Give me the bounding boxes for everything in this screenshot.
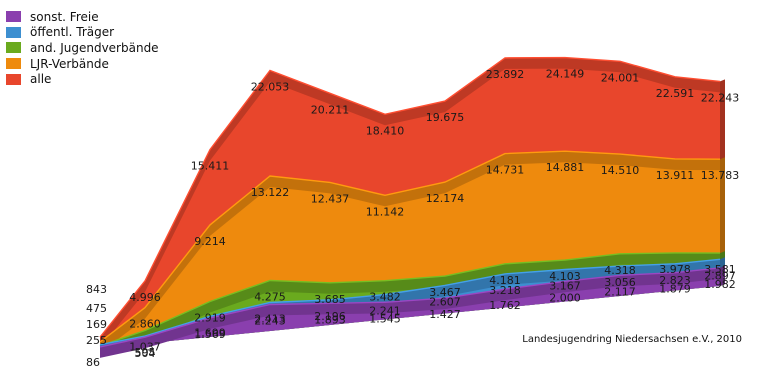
value-label: 1.427 [429,308,461,321]
value-label: 1.699 [194,326,226,339]
value-label: 22.053 [251,81,290,94]
series-sonst-freie [99,265,725,358]
value-label: 3.467 [429,286,461,299]
area-rim [99,150,721,343]
value-label: 3.978 [659,263,691,276]
value-label: 18.410 [366,124,405,137]
value-label: 3.685 [314,293,346,306]
legend-swatch [6,11,21,23]
value-label: 14.510 [601,164,640,177]
value-label: 3.581 [704,263,736,276]
value-label: 13.122 [251,186,290,199]
legend: sonst. Freie öffentl. Träger and. Jugendve… [6,9,159,87]
value-label: 2.196 [314,310,346,323]
value-label: 2.243 [254,315,286,328]
source-annotation: Landesjugendring Niedersachsen e.V., 201… [522,334,742,345]
value-label: 1.569 [194,328,226,341]
value-label: 4.996 [129,291,161,304]
area-edge [100,267,720,358]
value-label: 4.181 [489,274,521,287]
legend-label: and. Jugendverbände [30,40,159,55]
value-label: 12.174 [426,192,465,205]
value-label: 595 [135,346,156,359]
value-label: 2.860 [129,318,161,331]
value-label: 15.411 [191,160,230,173]
legend-label: LJR-Verbände [30,56,109,71]
legend-item: sonst. Freie [6,9,159,25]
legend-swatch [6,73,21,85]
value-label: 4.318 [604,264,636,277]
value-label: 9.214 [194,235,226,248]
value-label: 23.892 [486,68,525,81]
value-label: 2.000 [549,291,581,304]
value-label: 4.103 [549,270,581,283]
value-label: 14.881 [546,161,585,174]
value-label: 1.982 [704,278,736,291]
legend-item: alle [6,71,159,87]
value-label: 11.142 [366,205,405,218]
value-label: 3.482 [369,291,401,304]
value-label: 13.783 [701,169,740,182]
value-label: 255 [86,334,107,347]
value-label: 20.211 [311,103,350,116]
value-label: 169 [86,318,107,331]
value-label: 2.413 [254,313,286,326]
area-edge [100,57,720,349]
legend-item: LJR-Verbände [6,56,159,72]
value-label: 3.218 [489,284,521,297]
legend-item: öffentl. Träger [6,25,159,41]
legend-item: and. Jugendverbände [6,40,159,56]
value-label: 3.167 [549,280,581,293]
value-label: 1.879 [659,283,691,296]
value-label: 12.437 [311,192,350,205]
value-label: 2.897 [704,269,736,282]
area-rim [99,258,721,346]
legend-swatch [6,58,21,70]
value-label: 3.056 [604,276,636,289]
area-edge [100,252,720,357]
value-label: 22.243 [701,91,740,104]
area-edge [100,151,720,353]
value-label: 1.762 [489,299,521,312]
value-label: 504 [135,347,156,360]
value-label: 2.241 [369,305,401,318]
value-label: 843 [86,283,107,296]
legend-label: öffentl. Träger [30,25,115,40]
value-label: 2.823 [659,274,691,287]
value-label: 24.001 [601,71,640,84]
area-rim [99,267,721,348]
value-label: 13.911 [656,169,695,182]
legend-swatch [6,26,21,38]
value-label: 2.607 [429,295,461,308]
value-label: 14.731 [486,164,525,177]
value-label: 475 [86,302,107,315]
value-label: 22.591 [656,87,695,100]
value-label: 24.149 [546,68,585,81]
value-label: 2.117 [604,285,636,298]
area-side [720,265,725,286]
value-label: 86 [86,356,100,369]
value-label: 1.893 [314,313,346,326]
legend-label: alle [30,72,52,87]
value-label: 1.037 [129,341,161,354]
value-label: 2.919 [194,312,226,325]
value-label: 19.675 [426,111,465,124]
legend-swatch [6,42,21,54]
legend-label: sonst. Freie [30,9,99,24]
area-rim [99,56,721,338]
area-rim [99,252,721,347]
value-label: 4.275 [254,291,286,304]
area-edge [100,259,720,356]
value-label: 1.545 [369,312,401,325]
